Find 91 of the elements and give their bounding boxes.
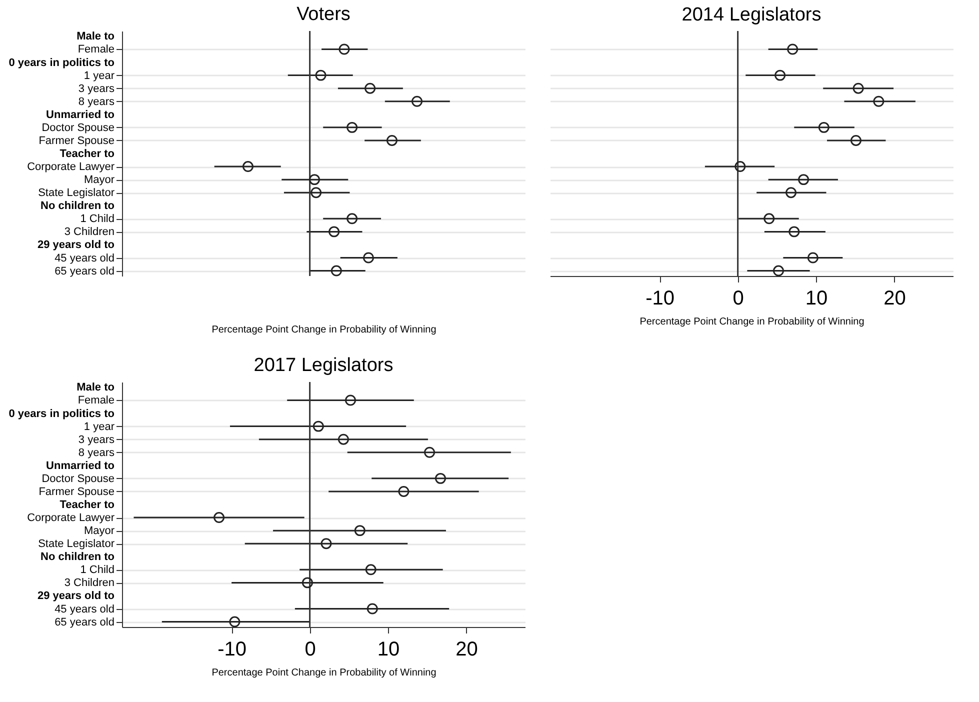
y-tick-label: Farmer Spouse	[38, 134, 114, 147]
y-tick-label: 3 Children	[64, 226, 114, 238]
y-tick-label: 65 years old	[54, 265, 114, 278]
point	[424, 446, 436, 458]
point	[229, 616, 240, 628]
y-tick-label: Unmarried to	[46, 108, 115, 121]
y-tick-label: Teacher to	[60, 499, 115, 511]
y-tick-label: Teacher to	[60, 148, 115, 160]
point	[734, 161, 746, 172]
y-tick-label: Unmarried to	[46, 460, 115, 472]
point	[398, 486, 410, 497]
y-tick-label: Male to	[76, 30, 115, 43]
y-tick-label: 0 years in politics to	[8, 408, 115, 420]
point	[386, 134, 398, 146]
point	[852, 82, 864, 94]
point	[328, 226, 340, 238]
y-tick-label: Corporate Lawyer	[27, 512, 115, 524]
point	[364, 82, 376, 94]
point	[788, 226, 800, 238]
y-tick-label: No children to	[40, 551, 115, 564]
point	[214, 512, 225, 524]
y-tick-label: 45 years old	[54, 252, 114, 264]
y-tick-label: Male to	[76, 382, 115, 394]
point	[366, 603, 378, 614]
point	[320, 538, 332, 550]
point	[346, 122, 358, 133]
point	[346, 213, 358, 224]
point	[338, 434, 349, 445]
point	[363, 252, 374, 264]
point	[338, 44, 350, 55]
point	[764, 213, 775, 224]
point	[798, 174, 810, 186]
point	[354, 525, 366, 536]
y-tick-label: 1 Child	[80, 564, 114, 576]
y-tick-label: 45 years old	[54, 603, 114, 616]
x-tick-label: -10	[218, 638, 247, 660]
y-tick-label: 1 year	[84, 420, 115, 433]
point	[412, 96, 423, 107]
y-tick-label: 29 years old to	[37, 590, 115, 602]
point	[786, 187, 797, 198]
point	[773, 265, 784, 276]
chart-title: 2014 Legislators	[682, 4, 822, 26]
y-tick-label: No children to	[40, 200, 115, 212]
y-tick-label: Mayor	[84, 525, 115, 538]
point	[310, 187, 322, 198]
y-tick-label: 3 Children	[64, 577, 114, 590]
y-tick-label: 8 years	[78, 446, 115, 459]
x-axis-title: Percentage Point Change in Probability of Winning	[212, 324, 436, 336]
y-tick-label: Corporate Lawyer	[27, 161, 115, 174]
y-tick-label: Female	[78, 394, 114, 407]
y-tick-label: 65 years old	[54, 616, 114, 628]
point	[242, 161, 254, 172]
y-tick-label: State Legislator	[38, 538, 115, 550]
point	[302, 577, 313, 588]
x-axis-title: Percentage Point Change in Probability of Winning	[640, 316, 864, 328]
x-tick-label: 20	[456, 638, 478, 660]
chart-title: Voters	[296, 4, 350, 26]
x-axis-title: Percentage Point Change in Probability of Winning	[212, 668, 436, 678]
point	[850, 134, 862, 146]
y-tick-label: 8 years	[78, 96, 115, 108]
x-tick-label: 10	[377, 638, 400, 660]
x-tick-label: 20	[884, 288, 906, 310]
chart-title: 2017 Legislators	[254, 355, 394, 376]
point	[434, 472, 446, 484]
point	[365, 564, 376, 576]
point	[873, 96, 884, 107]
y-tick-label: 1 year	[84, 70, 115, 82]
x-tick-label: 0	[732, 288, 744, 310]
y-tick-label: 3 years	[78, 82, 115, 95]
point	[787, 44, 798, 55]
y-tick-label: State Legislator	[38, 187, 115, 200]
point	[312, 420, 324, 432]
y-tick-label: Doctor Spouse	[42, 472, 114, 485]
x-tick-label: 0	[304, 638, 316, 660]
point	[807, 252, 818, 264]
y-tick-label: 29 years old to	[37, 239, 115, 252]
point	[774, 70, 786, 81]
point	[818, 122, 830, 133]
y-tick-label: 0 years in politics to	[8, 56, 115, 69]
y-tick-label: Doctor Spouse	[42, 122, 114, 134]
y-tick-label: 3 years	[78, 434, 115, 446]
y-tick-label: Mayor	[84, 174, 115, 186]
x-tick-label: 10	[805, 288, 828, 310]
point	[315, 70, 326, 81]
y-tick-label: 1 Child	[80, 213, 114, 226]
point	[345, 394, 356, 406]
x-tick-label: -10	[646, 288, 675, 310]
y-tick-label: Farmer Spouse	[38, 486, 114, 498]
y-tick-label: Female	[78, 44, 114, 56]
point	[309, 174, 320, 186]
point	[330, 265, 342, 276]
